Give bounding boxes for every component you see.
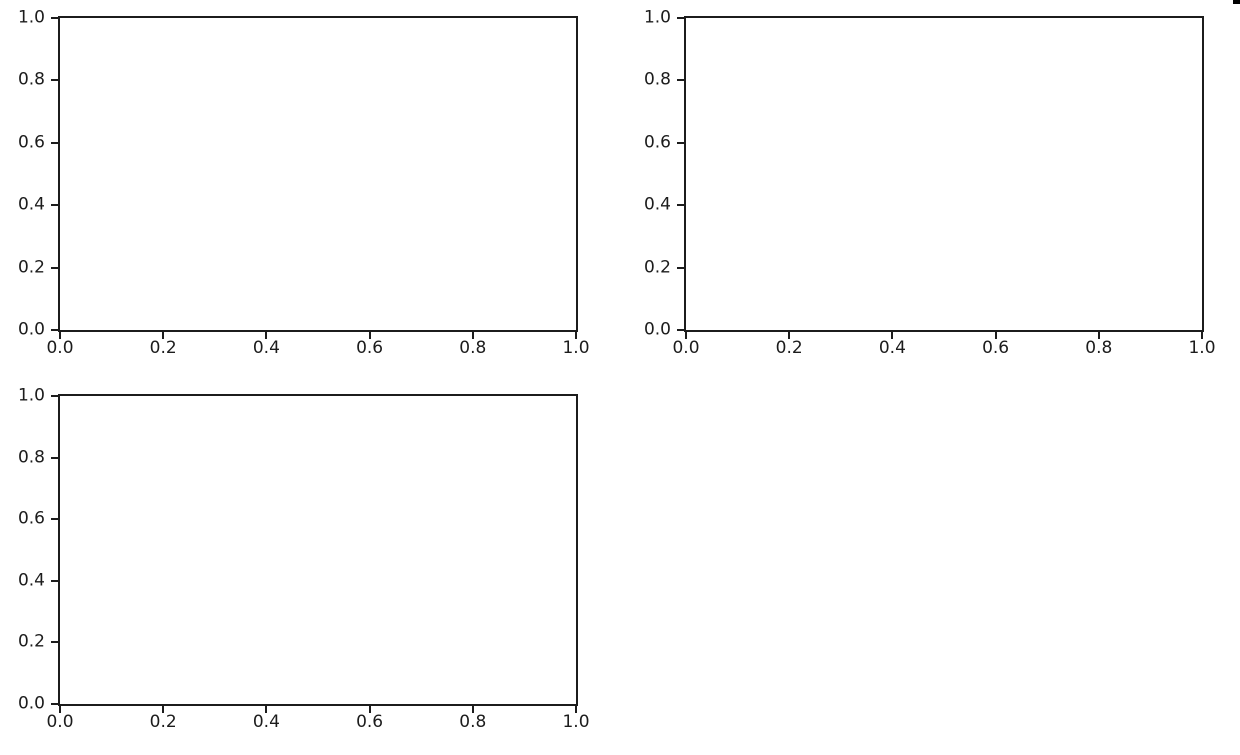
y-tick-mark xyxy=(51,17,58,19)
y-tick-label: 0.2 xyxy=(643,257,671,278)
y-tick-label: 0.6 xyxy=(17,132,45,153)
y-tick-label: 0.2 xyxy=(17,631,45,652)
x-tick-label: 0.4 xyxy=(878,338,906,358)
y-tick-label: 0.8 xyxy=(17,447,45,468)
x-tick-mark xyxy=(59,706,61,713)
y-tick-mark xyxy=(51,204,58,207)
y-tick-label: 0.0 xyxy=(17,693,45,714)
y-tick-mark xyxy=(51,79,58,82)
y-tick-label: 0.8 xyxy=(643,69,671,90)
x-tick-mark xyxy=(994,332,997,339)
y-tick-mark xyxy=(51,329,58,331)
x-tick-label: 0.2 xyxy=(149,712,177,732)
y-tick-label: 0.2 xyxy=(17,257,45,278)
subplot-top-left: 0.0 0.2 0.4 0.6 0.8 1.0 0.0 0.2 0.4 0.6 0.8 1.0 xyxy=(18,9,590,357)
x-tick-mark xyxy=(162,332,165,339)
y-tick-label: 0.0 xyxy=(643,319,671,340)
y-tick-mark xyxy=(677,79,684,82)
x-tick-label: 0.2 xyxy=(775,338,803,358)
x-tick-mark xyxy=(265,332,268,339)
x-tick-label: 0.8 xyxy=(459,712,487,732)
y-tick-label: 0.4 xyxy=(643,194,671,215)
x-tick-label: 1.0 xyxy=(562,712,590,732)
y-tick-label: 0.4 xyxy=(17,570,45,591)
x-tick-mark xyxy=(685,332,687,339)
y-tick-mark xyxy=(51,141,58,144)
subplot-top-right: 0.0 0.2 0.4 0.6 0.8 1.0 0.0 0.2 0.4 0.6 0.8 1.0 xyxy=(644,9,1216,357)
x-tick-label: 0.6 xyxy=(356,338,384,358)
x-tick-mark xyxy=(162,706,165,713)
y-tick-mark xyxy=(51,518,58,521)
x-tick-label: 0.2 xyxy=(149,338,177,358)
x-tick-mark xyxy=(471,706,474,713)
subplot-bottom-left: 0.0 0.2 0.4 0.6 0.8 1.0 0.0 0.2 0.4 0.6 0.8 1.0 xyxy=(18,387,590,731)
y-tick-mark xyxy=(51,703,58,705)
x-tick-label: 0.6 xyxy=(982,338,1010,358)
y-tick-label: 0.6 xyxy=(643,132,671,153)
x-tick-mark xyxy=(368,332,371,339)
y-tick-mark xyxy=(51,395,58,397)
x-tick-label: 0.0 xyxy=(672,338,700,358)
y-tick-label: 1.0 xyxy=(17,385,45,406)
x-tick-label: 1.0 xyxy=(1188,338,1216,358)
y-tick-mark xyxy=(677,329,684,331)
x-tick-label: 0.8 xyxy=(1085,338,1113,358)
x-tick-mark xyxy=(788,332,791,339)
x-tick-mark xyxy=(265,706,268,713)
x-tick-label: 1.0 xyxy=(562,338,590,358)
y-tick-mark xyxy=(51,456,58,459)
x-tick-label: 0.4 xyxy=(252,712,280,732)
x-tick-mark xyxy=(59,332,61,339)
y-tick-label: 1.0 xyxy=(17,7,45,28)
x-tick-mark xyxy=(575,332,577,339)
x-tick-label: 0.0 xyxy=(46,338,74,358)
y-tick-mark xyxy=(51,641,58,644)
x-tick-label: 0.0 xyxy=(46,712,74,732)
x-tick-mark xyxy=(1201,332,1203,339)
x-tick-mark xyxy=(471,332,474,339)
x-tick-mark xyxy=(368,706,371,713)
y-tick-mark xyxy=(677,17,684,19)
x-tick-label: 0.8 xyxy=(459,338,487,358)
x-tick-label: 0.4 xyxy=(252,338,280,358)
corner-artifact xyxy=(1233,0,1240,4)
y-tick-label: 0.0 xyxy=(17,319,45,340)
x-tick-mark xyxy=(575,706,577,713)
x-tick-label: 0.6 xyxy=(356,712,384,732)
y-tick-mark xyxy=(51,266,58,269)
y-tick-label: 1.0 xyxy=(643,7,671,28)
y-tick-label: 0.6 xyxy=(17,508,45,529)
y-tick-mark xyxy=(51,579,58,582)
y-tick-mark xyxy=(677,141,684,144)
y-tick-mark xyxy=(677,266,684,269)
x-tick-mark xyxy=(891,332,894,339)
x-tick-mark xyxy=(1097,332,1100,339)
y-tick-label: 0.4 xyxy=(17,194,45,215)
y-tick-label: 0.8 xyxy=(17,69,45,90)
y-tick-mark xyxy=(677,204,684,207)
